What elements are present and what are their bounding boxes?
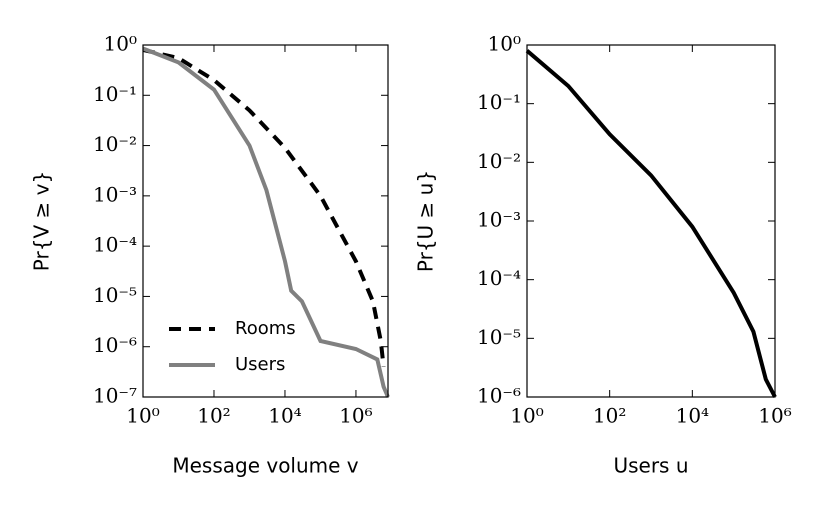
x-tick-label: 10⁰ — [126, 404, 159, 428]
y-tick-label: 10⁻⁷ — [93, 384, 137, 408]
y-tick-label: 10⁰ — [104, 32, 137, 56]
y-tick-label: 10⁰ — [488, 32, 521, 56]
y-axis-label: Pr{V ≥ v} — [30, 171, 54, 271]
x-axis-label: Message volume v — [172, 454, 358, 478]
x-tick-label: 10² — [593, 404, 626, 428]
legend-label: Users — [235, 354, 285, 375]
y-tick-label: 10⁻¹ — [93, 82, 137, 106]
x-tick-label: 10⁴ — [268, 404, 301, 428]
data-line — [142, 47, 386, 367]
x-tick-label: 10⁶ — [758, 404, 791, 428]
y-tick-label: 10⁻² — [93, 132, 137, 156]
y-tick-label: 10⁻⁶ — [477, 384, 521, 408]
y-tick-label: 10⁻⁶ — [93, 333, 137, 357]
y-tick-label: 10⁻³ — [477, 208, 521, 232]
y-axis-label: Pr{U ≥ u} — [414, 170, 438, 272]
y-tick-label: 10⁻⁴ — [477, 266, 521, 290]
data-line — [142, 46, 390, 398]
x-tick-label: 10⁰ — [510, 404, 543, 428]
x-tick-label: 10² — [197, 404, 230, 428]
y-tick-label: 10⁻² — [477, 149, 521, 173]
y-tick-label: 10⁻¹ — [477, 90, 521, 114]
x-tick-label: 10⁴ — [676, 404, 709, 428]
x-axis-label: Users u — [613, 454, 688, 478]
legend-label: Rooms — [235, 318, 296, 339]
y-tick-label: 10⁻⁴ — [93, 233, 137, 257]
data-line — [525, 49, 777, 398]
y-tick-label: 10⁻⁵ — [93, 283, 137, 307]
y-tick-label: 10⁻⁵ — [477, 325, 521, 349]
x-tick-label: 10⁶ — [339, 404, 372, 428]
plot-frame — [526, 44, 776, 398]
plot-frame — [142, 44, 389, 398]
y-tick-label: 10⁻³ — [93, 182, 137, 206]
